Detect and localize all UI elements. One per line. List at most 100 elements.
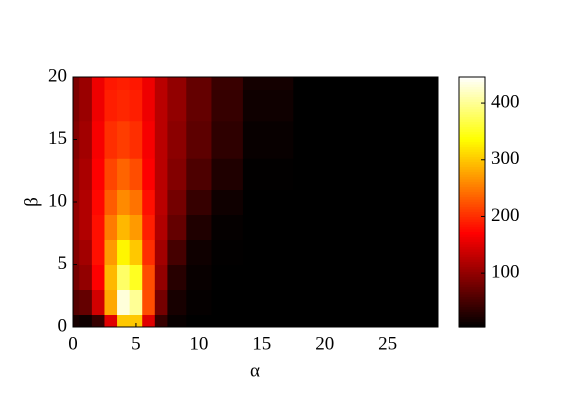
contour-cell [91,264,105,290]
contour-cell [242,314,294,328]
contour-cell [167,120,187,159]
contour-cell [154,239,168,265]
contour-cell [129,89,143,122]
contour-cell [129,120,143,159]
contour-cell [79,239,93,265]
x-tick-label: 10 [189,333,208,354]
contour-cell [129,289,143,315]
contour-cell [186,314,212,328]
contour-cell [79,314,93,328]
colorbar-swatch [459,304,485,308]
colorbar-swatch [459,269,485,273]
colorbar-swatch [459,209,485,213]
contour-cell [129,158,143,190]
colorbar-swatch [459,82,485,86]
contour-cell [142,77,156,90]
colorbar-swatch [459,92,485,96]
contour-cell [211,77,244,90]
contour-cell [142,289,156,315]
y-tick-label: 0 [58,315,68,336]
contour-cell [211,264,244,290]
contour-cell [167,189,187,215]
y-tick-label: 5 [58,253,68,274]
contour-cell [154,120,168,159]
contour-cell [293,314,382,328]
colorbar-swatch [459,302,485,306]
colorbar-swatch [459,307,485,311]
contour-cell [211,239,244,265]
contour-cell [104,77,118,90]
contour-cell [117,189,131,215]
colorbar-swatch [459,144,485,148]
colorbar-swatch [459,322,485,326]
contour-cell [211,189,244,215]
colorbar-swatch [459,142,485,146]
colorbar-swatch [459,109,485,113]
contour-cell [211,289,244,315]
contour-cell [242,158,294,190]
colorbar-swatch [459,299,485,303]
contour-cell [129,239,143,265]
contour-cell [186,189,212,215]
contour-cell [79,189,93,215]
colorbar-swatch [459,152,485,156]
contour-cell [154,214,168,240]
colorbar-swatch [459,232,485,236]
contour-cell [79,264,93,290]
colorbar-swatch [459,99,485,103]
contour-cell [142,264,156,290]
colorbar-swatch [459,157,485,161]
colorbar-swatch [459,79,485,83]
contour-cell [186,120,212,159]
contour-cell [129,264,143,290]
contour-cell [211,314,244,328]
contour-cell [381,214,439,240]
colorbar-swatch [459,124,485,128]
contour-cell [73,158,80,190]
colorbar-swatch [459,272,485,276]
colorbar-swatch [459,212,485,216]
contour-cell [211,89,244,122]
contour-cell [73,214,80,240]
colorbar-swatch [459,174,485,178]
colorbar-swatch [459,317,485,321]
contour-cell [142,89,156,122]
colorbar-swatch [459,249,485,253]
colorbar-swatch [459,282,485,286]
contour-cell [167,239,187,265]
contour-cell [79,289,93,315]
contour-cell [186,158,212,190]
colorbar-swatch [459,177,485,181]
colorbar-swatch [459,164,485,168]
colorbar-swatch [459,279,485,283]
contour-cell [381,289,439,315]
colorbar-swatch [459,252,485,256]
colorbar-tick-label: 300 [491,148,520,169]
colorbar-swatch [459,192,485,196]
contour-cell [186,214,212,240]
contour-cell [381,77,439,90]
contour-cell [154,289,168,315]
contour-cell [104,189,118,215]
colorbar-swatch [459,134,485,138]
contour-cell [104,120,118,159]
contour-cell [117,120,131,159]
colorbar-tick-label: 100 [491,262,520,283]
contour-cell [73,239,80,265]
contour-cell [91,214,105,240]
colorbar-swatch [459,284,485,288]
colorbar-swatch [459,104,485,108]
contour-cell [79,89,93,122]
colorbar-swatch [459,204,485,208]
colorbar-swatch [459,97,485,101]
colorbar-swatch [459,277,485,281]
colorbar-swatch [459,242,485,246]
contour-cell [167,289,187,315]
contour-cell [186,289,212,315]
contour-cell [242,77,294,90]
colorbar-swatch [459,197,485,201]
y-tick-label: 15 [48,128,67,149]
colorbar-swatch [459,224,485,228]
contour-cell [381,264,439,290]
contour-cell [293,77,382,90]
